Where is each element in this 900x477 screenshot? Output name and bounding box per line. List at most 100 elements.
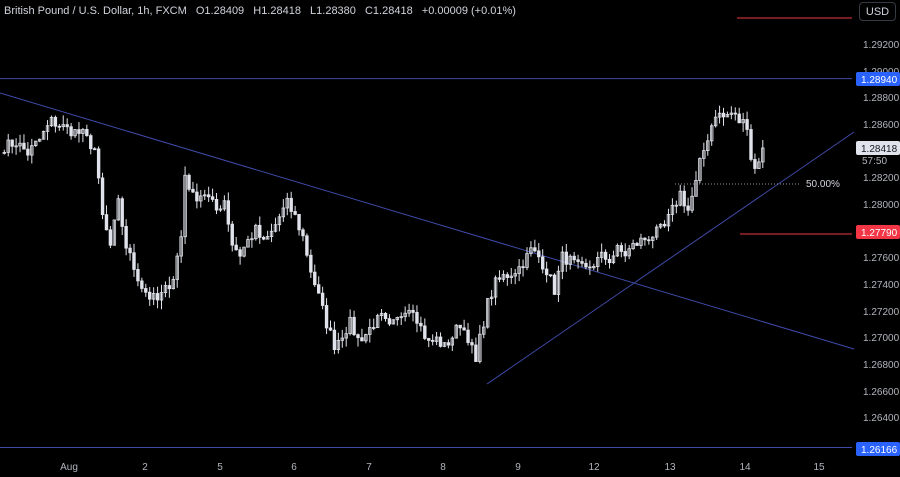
- candle[interactable]: [505, 272, 510, 286]
- candle[interactable]: [713, 109, 718, 128]
- candle[interactable]: [360, 328, 364, 342]
- candle[interactable]: [163, 281, 168, 298]
- candle[interactable]: [352, 310, 356, 337]
- candle[interactable]: [741, 112, 745, 132]
- candle[interactable]: [356, 333, 360, 347]
- candle[interactable]: [450, 336, 455, 352]
- candle[interactable]: [399, 312, 403, 326]
- candle[interactable]: [65, 118, 69, 134]
- candle[interactable]: [320, 286, 325, 310]
- candle[interactable]: [513, 268, 517, 285]
- candle[interactable]: [261, 235, 266, 241]
- candle[interactable]: [324, 298, 329, 335]
- candle[interactable]: [651, 236, 655, 249]
- candle[interactable]: [485, 298, 490, 329]
- candle[interactable]: [344, 326, 348, 347]
- candle[interactable]: [128, 244, 132, 261]
- candle[interactable]: [438, 332, 443, 348]
- candle[interactable]: [419, 316, 423, 332]
- candle[interactable]: [635, 241, 639, 246]
- candle[interactable]: [313, 264, 317, 287]
- candle[interactable]: [281, 199, 286, 222]
- candle[interactable]: [179, 230, 183, 263]
- candle[interactable]: [647, 236, 651, 245]
- candle[interactable]: [383, 312, 388, 322]
- candle[interactable]: [136, 263, 140, 287]
- candle[interactable]: [250, 232, 254, 248]
- candle[interactable]: [533, 239, 537, 253]
- candle[interactable]: [18, 134, 22, 153]
- candle[interactable]: [387, 314, 392, 327]
- candle[interactable]: [403, 306, 407, 322]
- candle[interactable]: [662, 220, 667, 228]
- candle[interactable]: [757, 157, 761, 169]
- candle[interactable]: [265, 230, 270, 240]
- candle[interactable]: [191, 181, 195, 194]
- candle[interactable]: [497, 270, 502, 283]
- candle[interactable]: [544, 261, 549, 283]
- candle[interactable]: [140, 277, 144, 293]
- candle[interactable]: [686, 197, 690, 216]
- candle[interactable]: [53, 115, 58, 133]
- candle[interactable]: [57, 123, 62, 131]
- candle[interactable]: [552, 273, 557, 295]
- candle[interactable]: [658, 223, 663, 229]
- candle[interactable]: [246, 235, 250, 248]
- candle[interactable]: [167, 276, 172, 298]
- candle[interactable]: [124, 219, 128, 256]
- candle[interactable]: [364, 333, 368, 344]
- candle[interactable]: [151, 287, 156, 306]
- candle[interactable]: [199, 189, 203, 208]
- candle[interactable]: [218, 205, 223, 212]
- candle[interactable]: [556, 265, 561, 303]
- candle[interactable]: [37, 138, 42, 143]
- candle[interactable]: [564, 244, 568, 272]
- candle[interactable]: [305, 233, 309, 258]
- candle[interactable]: [749, 124, 753, 162]
- candle[interactable]: [203, 189, 207, 201]
- candle[interactable]: [430, 334, 435, 346]
- candle[interactable]: [745, 111, 749, 136]
- candle[interactable]: [258, 216, 262, 244]
- candle[interactable]: [332, 321, 337, 355]
- candle[interactable]: [501, 270, 506, 283]
- candle[interactable]: [100, 172, 105, 220]
- ascending-trendline[interactable]: [486, 131, 855, 385]
- candle[interactable]: [666, 208, 671, 232]
- candle[interactable]: [596, 251, 600, 272]
- candle[interactable]: [155, 286, 160, 309]
- candle[interactable]: [348, 309, 352, 336]
- candle[interactable]: [568, 254, 572, 270]
- candle[interactable]: [584, 258, 588, 270]
- candle[interactable]: [379, 309, 384, 321]
- candle[interactable]: [572, 251, 576, 264]
- candle[interactable]: [14, 138, 18, 155]
- candle[interactable]: [297, 213, 301, 236]
- candle[interactable]: [368, 318, 372, 343]
- candle[interactable]: [682, 185, 686, 213]
- candle[interactable]: [706, 134, 710, 156]
- candle[interactable]: [73, 129, 77, 138]
- candle[interactable]: [615, 243, 620, 258]
- candle[interactable]: [521, 259, 525, 277]
- candle[interactable]: [761, 139, 765, 169]
- candle[interactable]: [372, 318, 376, 331]
- candle[interactable]: [639, 233, 643, 249]
- candle[interactable]: [132, 243, 136, 277]
- candle[interactable]: [116, 194, 120, 221]
- candle[interactable]: [26, 142, 30, 161]
- candle[interactable]: [588, 260, 592, 275]
- candle[interactable]: [108, 225, 113, 249]
- candle[interactable]: [187, 173, 191, 192]
- candle[interactable]: [592, 263, 596, 271]
- candle[interactable]: [717, 105, 722, 124]
- candle[interactable]: [462, 319, 466, 331]
- candle[interactable]: [674, 200, 679, 214]
- candle[interactable]: [710, 123, 714, 146]
- candle[interactable]: [470, 338, 474, 354]
- candle[interactable]: [195, 183, 199, 209]
- candle[interactable]: [96, 146, 101, 184]
- candle[interactable]: [10, 139, 14, 154]
- descending-trendline[interactable]: [0, 92, 855, 350]
